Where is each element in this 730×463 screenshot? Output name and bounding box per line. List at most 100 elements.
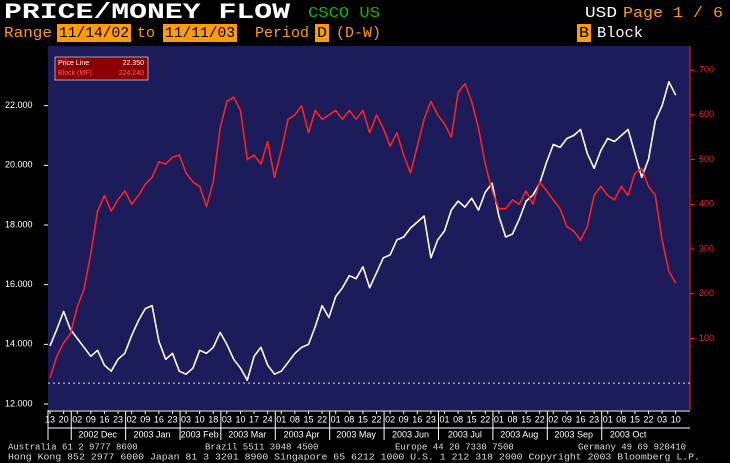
y2-tick-label: 200 <box>699 288 714 298</box>
x-group-label: 2003 Oct <box>610 429 647 439</box>
x-tick-label: 20 <box>59 414 69 424</box>
x-tick-label: 03 <box>181 414 191 424</box>
x-tick-label: 15 <box>467 414 477 424</box>
title: PRICE/MONEY FLOW <box>4 0 291 25</box>
x-tick-label: 15 <box>521 414 531 424</box>
field-box[interactable] <box>163 24 237 42</box>
x-group-label: 2003 Apr <box>284 429 320 439</box>
x-tick-label: 08 <box>344 414 354 424</box>
x-tick-label: 23 <box>113 414 123 424</box>
x-tick-label: 03 <box>222 414 232 424</box>
x-tick-label: 08 <box>507 414 517 424</box>
x-tick-label: 02 <box>127 414 137 424</box>
x-group-label: 2003 Jan <box>134 429 171 439</box>
series-line <box>49 82 677 379</box>
x-group-label: 2003 Sep <box>554 429 593 439</box>
x-tick-label: 09 <box>562 414 572 424</box>
field-box[interactable] <box>315 24 329 42</box>
x-tick-label: 02 <box>385 414 395 424</box>
x-tick-label: 22 <box>535 414 545 424</box>
x-group-label: 2003 Aug <box>500 429 538 439</box>
y-tick-label: 12.000 <box>5 398 33 408</box>
block-label: Block <box>597 25 643 42</box>
range-label: Range <box>4 25 52 42</box>
x-group-label: 2003 Mar <box>228 429 266 439</box>
y-tick-label: 18.000 <box>5 219 33 229</box>
field-box[interactable] <box>577 24 591 42</box>
plot-area <box>48 46 690 410</box>
x-tick-label: 10 <box>671 414 681 424</box>
x-tick-label: 22 <box>644 414 654 424</box>
x-tick-label: 16 <box>412 414 422 424</box>
legend-box <box>54 56 149 81</box>
x-tick-label: 01 <box>439 414 449 424</box>
period-label: Period <box>255 25 309 42</box>
x-tick-label: 23 <box>167 414 177 424</box>
start-date[interactable]: 11/14/02 <box>59 25 129 42</box>
x-tick-label: 01 <box>603 414 613 424</box>
x-group-label: 2002 Dec <box>78 429 117 439</box>
x-tick-label: 15 <box>358 414 368 424</box>
y2-tick-label: 700 <box>699 65 714 75</box>
x-tick-label: 15 <box>630 414 640 424</box>
footer-line: Hong Kong 852 2977 6000 Japan 81 3 3201 … <box>8 452 700 462</box>
legend-value: 22.350 <box>123 60 145 67</box>
x-tick-label: 02 <box>548 414 558 424</box>
x-tick-label: 23 <box>589 414 599 424</box>
ticker: CSCO US <box>308 5 380 22</box>
x-group-label: 2003 Jun <box>392 429 429 439</box>
x-tick-label: 09 <box>86 414 96 424</box>
x-tick-label: 01 <box>331 414 341 424</box>
x-tick-label: 10 <box>235 414 245 424</box>
x-tick-label: 02 <box>72 414 82 424</box>
y-tick-label: 16.000 <box>5 279 33 289</box>
x-tick-label: 16 <box>154 414 164 424</box>
x-group-label: 2003 Feb <box>181 429 219 439</box>
x-tick-label: 16 <box>99 414 109 424</box>
x-tick-label: 16 <box>575 414 585 424</box>
series-line <box>49 81 677 381</box>
x-tick-label: 17 <box>249 414 259 424</box>
x-tick-label: 09 <box>140 414 150 424</box>
y2-tick-label: 500 <box>699 154 714 164</box>
x-tick-label: 01 <box>494 414 504 424</box>
x-tick-label: 23 <box>426 414 436 424</box>
legend-label: Block (MF) <box>58 70 92 77</box>
x-tick-label: 15 <box>303 414 313 424</box>
footer-item: Germany 49 69 920410 <box>578 442 686 452</box>
currency: USD <box>585 5 617 22</box>
footer-item: Australia 61 2 9777 8600 <box>8 442 138 452</box>
x-tick-label: 01 <box>276 414 286 424</box>
y2-tick-label: 600 <box>699 109 714 119</box>
end-date[interactable]: 11/11/03 <box>165 25 235 42</box>
x-group-label: 2003 Jul <box>448 429 482 439</box>
x-tick-label: 22 <box>480 414 490 424</box>
y-tick-label: 22.000 <box>5 100 33 110</box>
x-group-label: 2003 May <box>336 429 376 439</box>
legend-value: 224.240 <box>119 70 144 77</box>
x-tick-label: 08 <box>290 414 300 424</box>
y-tick-label: 14.000 <box>5 339 33 349</box>
x-tick-label: 09 <box>399 414 409 424</box>
page-number: Page 1 / 6 <box>623 5 723 22</box>
x-tick-label: 24 <box>263 414 273 424</box>
y-tick-label: 20.000 <box>5 160 33 170</box>
x-tick-label: 22 <box>371 414 381 424</box>
block-key[interactable]: B <box>579 25 589 42</box>
x-tick-label: 18 <box>208 414 218 424</box>
footer-item: Brazil 5511 3048 4500 <box>205 442 318 452</box>
x-tick-label: 08 <box>616 414 626 424</box>
x-tick-label: 10 <box>195 414 205 424</box>
y2-tick-label: 300 <box>699 243 714 253</box>
period-value[interactable]: D <box>317 25 327 42</box>
field-box[interactable] <box>57 24 131 42</box>
y2-tick-label: 400 <box>699 199 714 209</box>
footer-item: Europe 44 20 7330 7500 <box>395 442 514 452</box>
x-tick-label: 13 <box>45 414 55 424</box>
y2-tick-label: 100 <box>699 333 714 343</box>
x-tick-label: 03 <box>657 414 667 424</box>
x-tick-label: 22 <box>317 414 327 424</box>
period-options: (D-W) <box>336 25 381 42</box>
